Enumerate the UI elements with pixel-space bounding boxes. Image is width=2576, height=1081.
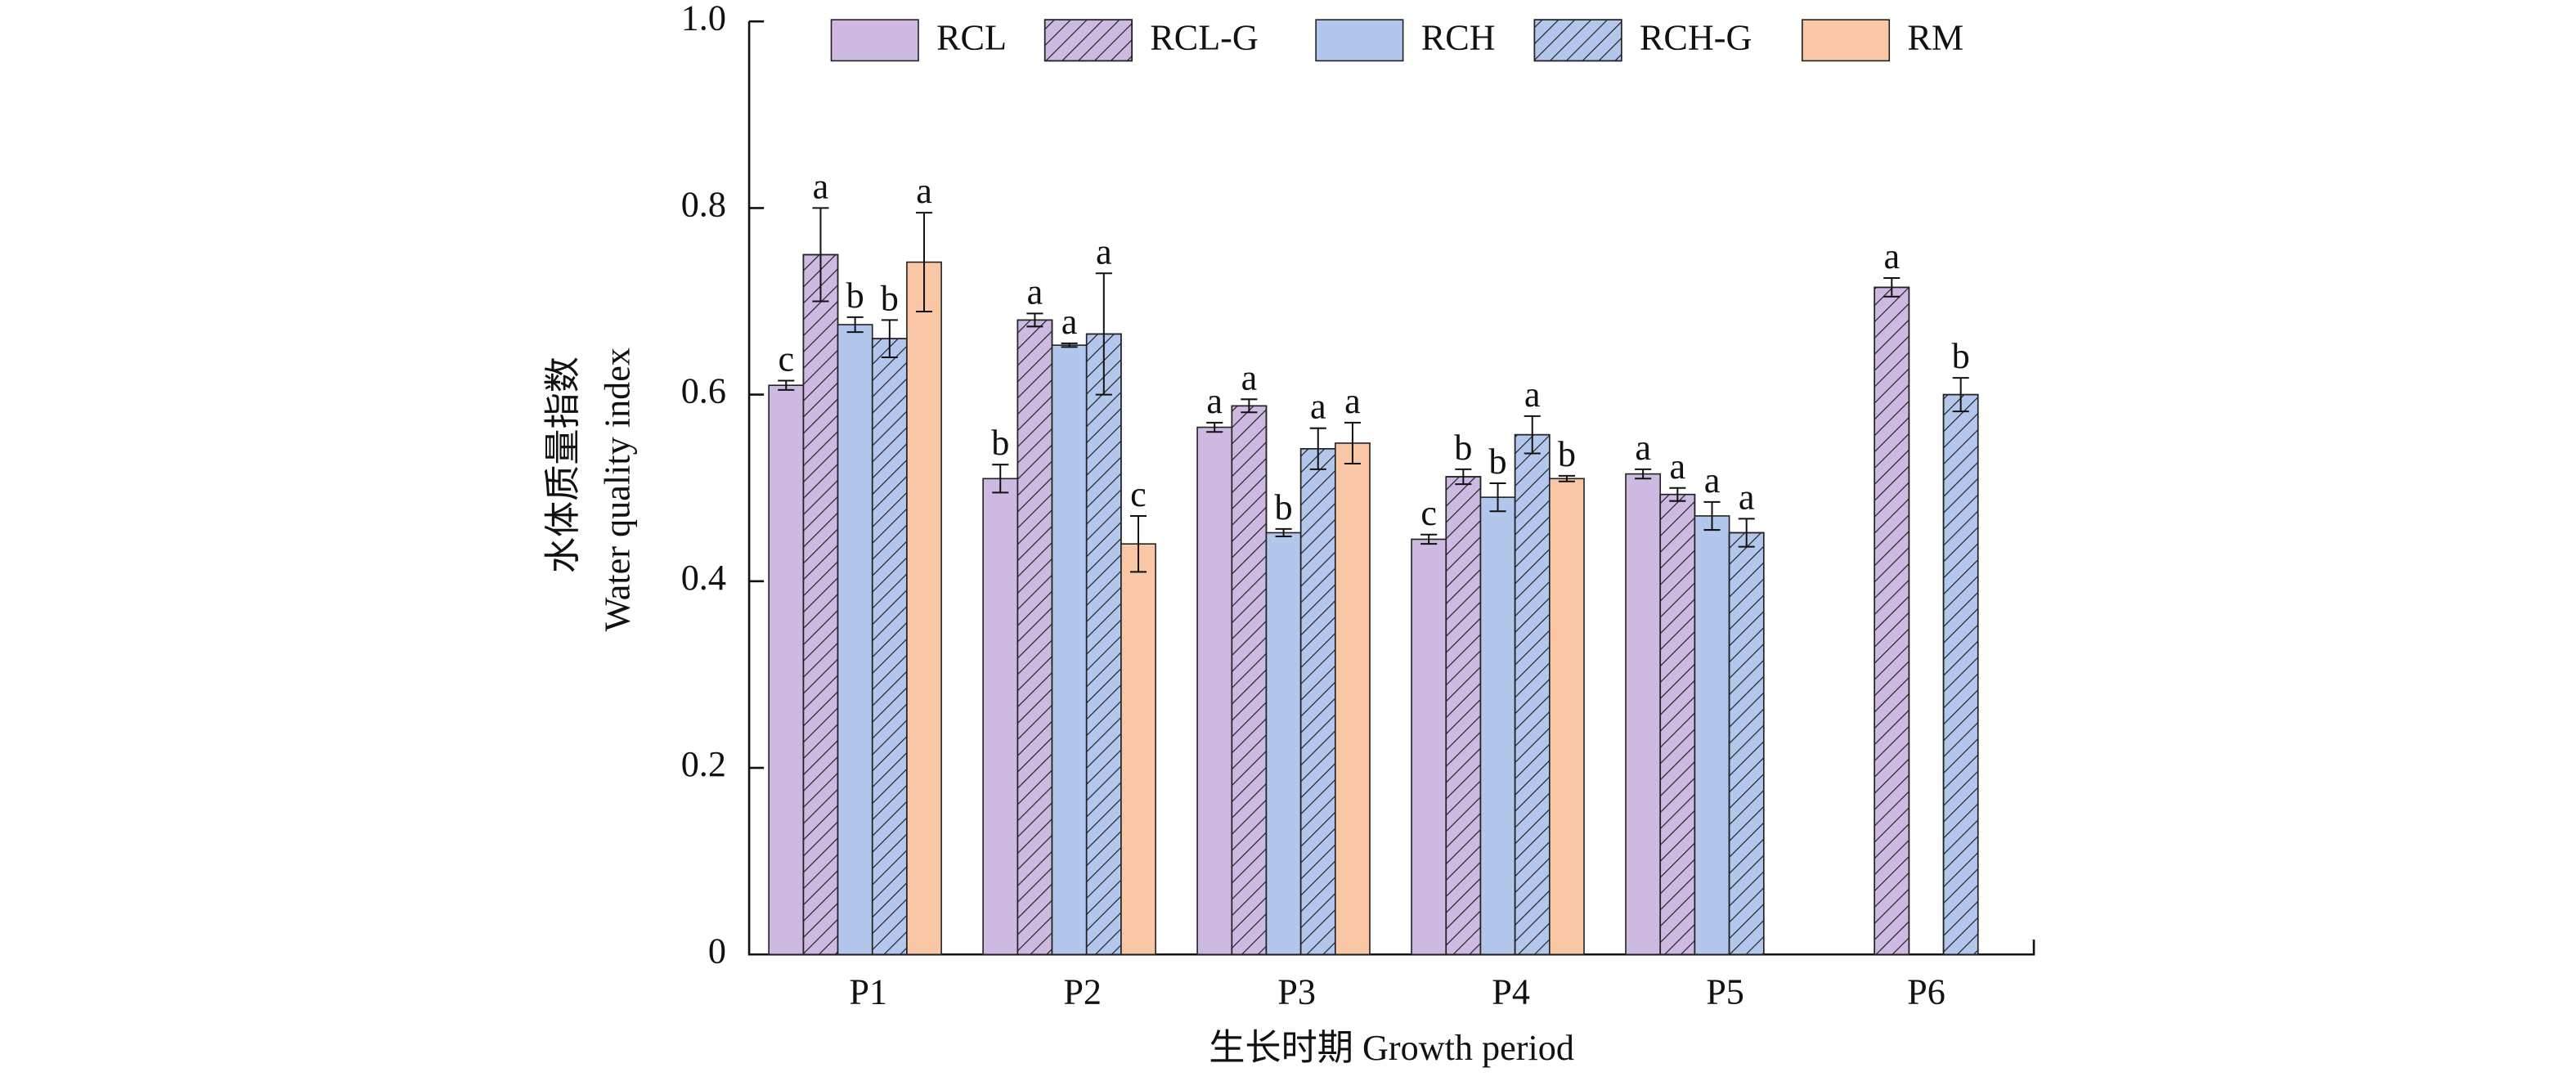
bar: [1335, 442, 1371, 956]
legend-swatch-hatch: [1043, 19, 1133, 62]
significance-letter: a: [1344, 381, 1361, 421]
legend-label: RM: [1907, 17, 1963, 57]
significance-letter: a: [813, 166, 829, 206]
y-axis-label: 水体质量指数: [543, 357, 583, 573]
bar-hatch: [871, 338, 908, 956]
bar: [982, 478, 1019, 956]
legend-swatch: [1315, 19, 1404, 62]
bar-hatch: [1231, 405, 1268, 956]
bar: [1549, 478, 1585, 956]
significance-letter: a: [1310, 387, 1326, 427]
y-axis-label: Water quality index: [598, 348, 638, 631]
bar: [768, 384, 805, 956]
legend-swatch-hatch: [1533, 19, 1622, 62]
x-tick-label: P4: [1492, 972, 1530, 1012]
bar: [1479, 496, 1516, 956]
significance-letter: a: [1670, 446, 1686, 487]
bar-hatch: [1942, 393, 1979, 956]
significance-letter: a: [1241, 357, 1258, 397]
significance-letter: a: [1635, 428, 1651, 468]
y-tick-label: 0: [708, 931, 726, 971]
bar: [837, 324, 873, 956]
significance-letter: c: [778, 339, 794, 379]
legend-swatch: [830, 19, 919, 62]
significance-letter: b: [881, 278, 899, 318]
y-tick-label: 0.6: [681, 371, 726, 411]
bar: [1265, 532, 1302, 956]
significance-letter: b: [846, 276, 864, 316]
significance-letter: b: [1275, 487, 1293, 527]
legend-swatch: [1801, 19, 1891, 62]
bar-hatch: [1514, 433, 1551, 956]
bar-hatch: [1085, 333, 1122, 956]
significance-letter: a: [1206, 381, 1223, 421]
significance-letter: b: [1454, 428, 1472, 468]
bar-hatch: [1016, 319, 1053, 956]
significance-letter: a: [1739, 477, 1755, 517]
bar: [906, 261, 942, 956]
axis: [747, 21, 2035, 956]
bar: [1120, 543, 1156, 956]
significance-letter: c: [1420, 493, 1437, 533]
significance-letter: a: [916, 171, 932, 211]
y-tick-label: 0.4: [681, 558, 726, 598]
significance-letter: a: [1027, 271, 1043, 312]
legend-label: RCH: [1421, 17, 1496, 57]
bar-hatch: [1659, 493, 1696, 956]
x-tick-label: P1: [849, 972, 887, 1012]
y-tick-label: 0.2: [681, 744, 726, 784]
bar: [1625, 473, 1662, 956]
significance-letter: a: [1704, 460, 1721, 500]
significance-letter: a: [1096, 231, 1112, 271]
legend-label: RCL-G: [1150, 17, 1259, 57]
significance-letter: b: [1558, 434, 1576, 474]
x-axis-label: 生长时期 Growth period: [1209, 1028, 1574, 1068]
y-tick-label: 0.8: [681, 185, 726, 225]
bar: [1196, 426, 1233, 956]
x-tick-label: P6: [1907, 972, 1945, 1012]
significance-letter: c: [1130, 474, 1147, 514]
significance-letter: b: [1488, 442, 1506, 482]
bar: [1411, 538, 1447, 956]
bar-hatch: [802, 253, 839, 956]
bar-hatch: [1728, 532, 1765, 956]
significance-letter: a: [1524, 375, 1541, 415]
bar: [1051, 344, 1088, 956]
significance-letter: b: [1952, 336, 1970, 376]
legend-label: RCH-G: [1640, 17, 1752, 57]
significance-letter: a: [1883, 236, 1900, 276]
significance-letter: a: [1061, 302, 1078, 342]
x-tick-label: P5: [1706, 972, 1744, 1012]
x-tick-label: P3: [1277, 972, 1316, 1012]
bar: [1694, 515, 1730, 956]
bar-hatch: [1445, 476, 1482, 956]
bar-hatch: [1299, 447, 1336, 956]
significance-letter: b: [991, 423, 1009, 463]
bar-hatch: [1874, 286, 1910, 956]
legend-label: RCL: [936, 17, 1007, 57]
y-tick-label: 1.0: [681, 0, 726, 38]
x-tick-label: P2: [1063, 972, 1102, 1012]
